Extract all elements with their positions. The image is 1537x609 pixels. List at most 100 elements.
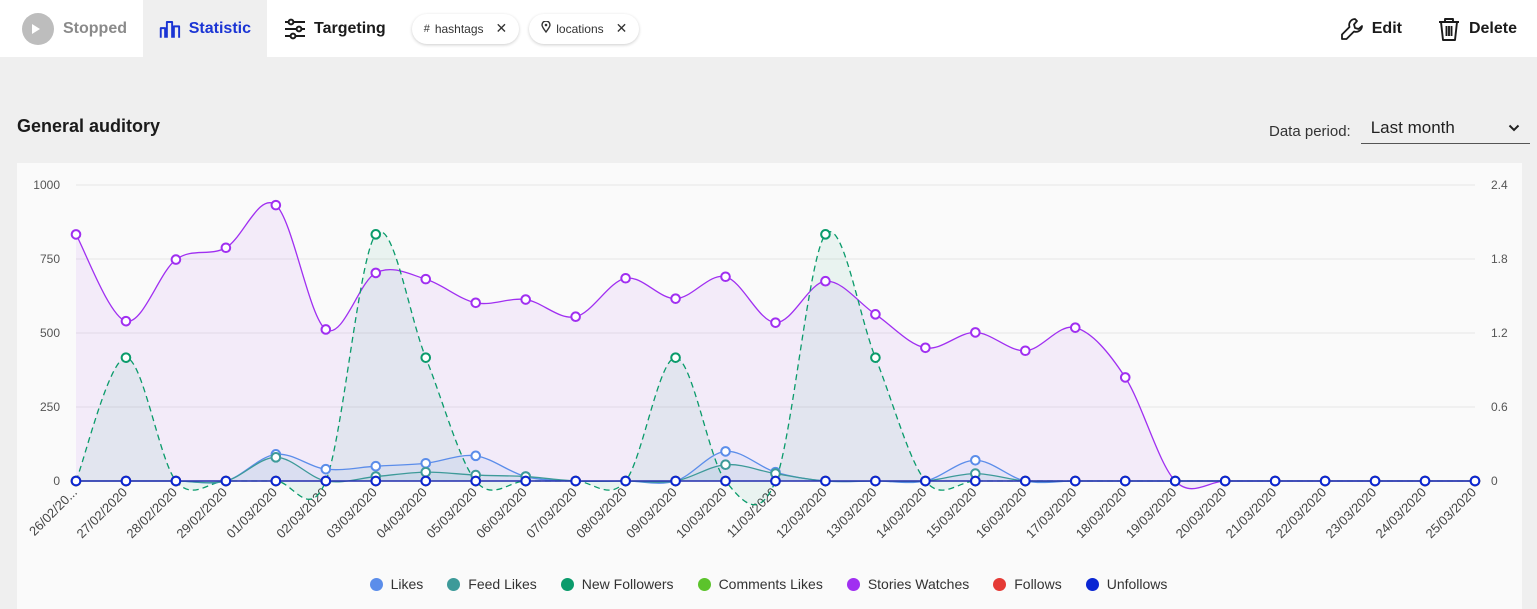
data-period: Data period: Last month (1269, 113, 1530, 144)
chip-locations[interactable]: locations ✕ (529, 13, 640, 44)
y-tick-label: 0 (53, 474, 60, 488)
data-point-stories-watches (1020, 345, 1031, 357)
data-point-new-followers (670, 352, 681, 363)
legend-swatch (993, 577, 1007, 591)
legend-item-follows[interactable]: Follows (993, 576, 1062, 592)
location-pin-icon (541, 20, 551, 36)
tab-statistic[interactable]: Statistic (143, 0, 267, 57)
data-point-likes (970, 454, 981, 466)
tab-stopped[interactable]: Stopped (0, 0, 143, 57)
x-tick-label: 13/03/2020 (823, 485, 880, 542)
data-point-likes (320, 463, 332, 475)
data-point-unfollows (320, 475, 332, 487)
data-point-unfollows (1119, 475, 1131, 487)
tab-targeting-label: Targeting (314, 19, 386, 37)
data-point-stories-watches (670, 293, 681, 304)
wrench-icon (1340, 17, 1363, 40)
legend-item-likes[interactable]: Likes (369, 576, 423, 592)
data-point-unfollows (1419, 475, 1431, 487)
legend-label: Follows (1014, 576, 1062, 592)
chip-hashtags[interactable]: # hashtags ✕ (411, 13, 520, 44)
data-point-unfollows (870, 475, 881, 487)
data-point-feed-likes (270, 452, 282, 463)
close-icon[interactable]: ✕ (495, 20, 508, 36)
data-point-stories-watches (370, 267, 382, 279)
data-point-unfollows (170, 475, 182, 487)
play-icon (22, 12, 54, 45)
edit-label: Edit (1371, 19, 1402, 37)
data-point-unfollows (1469, 475, 1481, 487)
data-period-value: Last month (1370, 118, 1455, 137)
data-point-unfollows (1169, 475, 1181, 487)
data-point-stories-watches (1069, 322, 1081, 333)
data-point-likes (370, 460, 382, 472)
sliders-icon (285, 18, 305, 39)
chart-legend: Likes Feed Likes New Followers Comments Lik… (0, 576, 1537, 592)
data-point-unfollows (1269, 475, 1281, 487)
x-tick-label: 07/03/2020 (523, 485, 580, 542)
x-tick-label: 01/03/2020 (223, 485, 280, 542)
data-point-stories-watches (870, 309, 881, 320)
legend-item-feed-likes[interactable]: Feed Likes (447, 576, 537, 592)
toolbar: Edit Delete (1325, 0, 1537, 57)
data-point-new-followers (820, 229, 831, 240)
x-tick-label: 26/02/20... (26, 485, 80, 539)
x-tick-label: 16/03/2020 (973, 485, 1030, 542)
x-tick-label: 09/03/2020 (623, 485, 680, 542)
y2-tick-label: 1.2 (1491, 326, 1508, 340)
edit-button[interactable]: Edit (1339, 16, 1402, 42)
delete-button[interactable]: Delete (1436, 16, 1517, 42)
close-icon[interactable]: ✕ (615, 20, 628, 36)
x-tick-label: 19/03/2020 (1123, 485, 1180, 542)
top-bar: Stopped Statistic Targeting # hashtags ✕… (0, 0, 1537, 57)
chart-panel (17, 163, 1522, 609)
data-point-unfollows (220, 475, 232, 487)
x-tick-label: 21/03/2020 (1223, 485, 1280, 542)
data-point-feed-likes (420, 466, 432, 478)
x-tick-label: 03/03/2020 (323, 485, 380, 542)
data-point-unfollows (770, 475, 781, 487)
data-point-stories-watches (970, 327, 981, 338)
x-tick-label: 29/02/2020 (173, 485, 230, 542)
data-point-new-followers (870, 352, 881, 363)
x-tick-label: 22/03/2020 (1273, 485, 1330, 542)
data-point-stories-watches (920, 342, 931, 354)
data-point-feed-likes (720, 459, 731, 471)
legend-swatch (369, 577, 383, 591)
data-point-stories-watches (720, 271, 731, 283)
x-tick-label: 27/02/2020 (73, 485, 130, 542)
data-period-select[interactable]: Last month (1360, 113, 1530, 144)
chip-hashtags-label: hashtags (434, 21, 484, 36)
data-point-unfollows (470, 475, 482, 487)
data-point-unfollows (70, 475, 82, 487)
data-point-new-followers (120, 352, 132, 363)
tab-statistic-label: Statistic (188, 19, 251, 37)
x-tick-label: 05/03/2020 (423, 485, 480, 542)
data-point-stories-watches (820, 275, 831, 287)
legend-item-new-followers[interactable]: New Followers (560, 576, 674, 592)
legend-item-comments-likes[interactable]: Comments Likes (697, 576, 823, 592)
section-title: General auditory (17, 116, 161, 136)
data-point-unfollows (670, 475, 681, 487)
data-point-stories-watches (120, 315, 132, 327)
data-point-new-followers (420, 352, 432, 363)
data-point-unfollows (720, 475, 731, 487)
x-tick-label: 23/03/2020 (1323, 485, 1380, 542)
data-point-unfollows (920, 475, 931, 487)
legend-label: New Followers (581, 576, 674, 592)
data-point-unfollows (820, 475, 831, 487)
data-point-stories-watches (70, 229, 82, 240)
data-point-stories-watches (520, 294, 531, 305)
data-point-stories-watches (320, 324, 332, 335)
data-point-unfollows (1020, 475, 1031, 487)
legend-swatch (1085, 577, 1099, 591)
x-tick-label: 10/03/2020 (673, 485, 730, 542)
legend-item-stories-watches[interactable]: Stories Watches (846, 576, 969, 592)
legend-item-unfollows[interactable]: Unfollows (1085, 576, 1167, 592)
tab-targeting[interactable]: Targeting (267, 0, 402, 57)
data-point-likes (420, 457, 432, 469)
data-point-unfollows (1319, 475, 1331, 487)
data-point-stories-watches (420, 273, 432, 285)
data-point-unfollows (520, 475, 531, 487)
data-point-stories-watches (470, 297, 482, 309)
